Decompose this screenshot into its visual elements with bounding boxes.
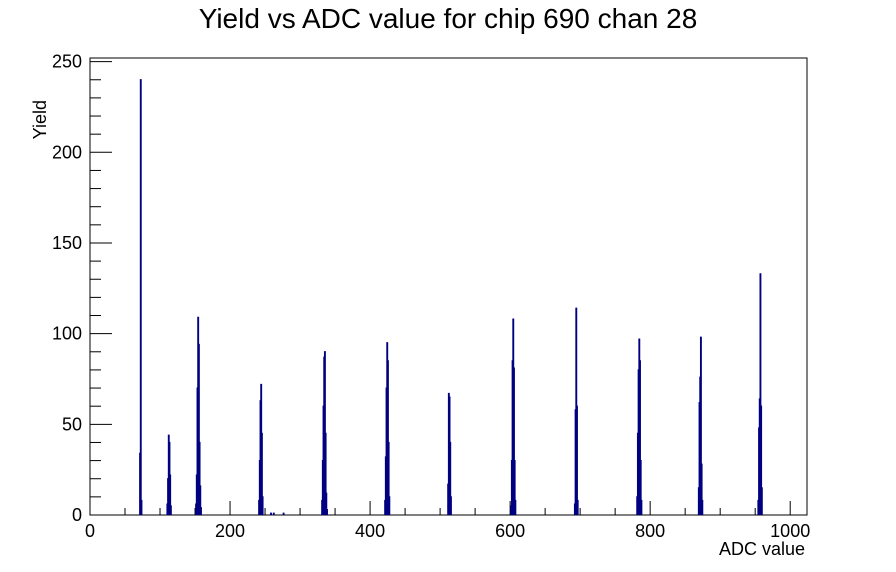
y-tick-label: 250 [52,52,82,72]
histogram-bin [282,512,285,515]
y-axis-label: Yield [30,100,50,139]
histogram-bin [701,499,704,515]
histogram-bin [388,496,391,515]
x-tick-label: 400 [355,521,385,541]
histogram-bin [760,405,763,515]
histogram-bin [272,512,275,515]
tick-labels: 0 200 400 600 800 1000 0 50 100 150 200 250 [52,52,810,541]
y-tick-label: 200 [52,142,82,162]
histogram-bin [169,505,172,515]
x-axis-label: ADC value [719,539,805,559]
y-tick-label: 50 [62,414,82,434]
histogram-bin [200,507,202,515]
histogram-bin [324,432,327,515]
x-tick-label: 200 [215,521,245,541]
histogram-bin [387,441,390,515]
histogram-bin [326,508,328,515]
histogram-bin [449,441,452,515]
histogram-bin [576,405,578,515]
y-tick-label: 0 [72,505,82,525]
x-tick-label: 0 [85,521,95,541]
chart-title: Yield vs ADC value for chip 690 chan 28 [199,3,698,34]
histogram-bin [640,499,643,515]
histogram-bin [514,499,517,515]
x-tick-label: 800 [635,521,665,541]
y-tick-label: 100 [52,324,82,344]
histogram-bin [198,441,201,515]
histogram-bin [576,499,579,515]
histogram-bin [261,496,264,515]
axis-ticks [89,61,791,516]
histogram-bin [169,474,172,515]
histogram-bin [450,496,452,515]
histogram-bars [139,79,763,515]
histogram-bin [270,512,272,515]
histogram-bin [386,360,389,515]
histogram-bin [639,360,641,515]
histogram-bin [760,487,763,515]
histogram-bin [513,459,516,515]
histogram-bin [513,367,515,515]
histogram-bin [700,463,703,515]
x-tick-label: 600 [495,521,525,541]
histogram-bin [199,485,202,515]
histogram-bin [260,432,263,515]
histogram-bin [139,79,142,515]
histogram-bin [197,343,200,515]
histogram-bin [325,492,328,515]
histogram-bin [639,459,642,515]
histogram-bin [699,336,702,515]
histogram-bin [140,499,143,515]
histogram-bin [759,273,762,515]
x-tick-label: 1000 [770,521,810,541]
y-tick-label: 150 [52,233,82,253]
